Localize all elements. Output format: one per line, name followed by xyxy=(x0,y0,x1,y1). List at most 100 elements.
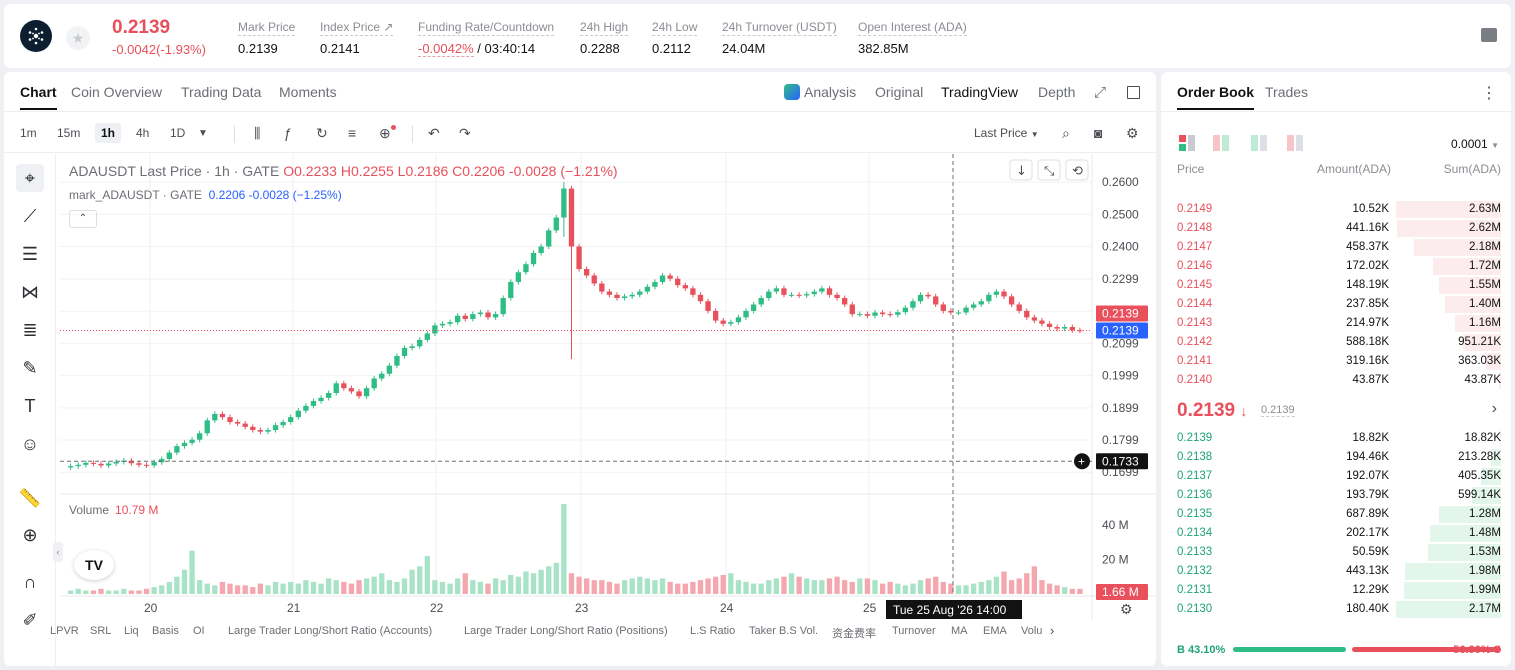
text-tool-icon[interactable]: T xyxy=(24,395,36,416)
zoom-in-icon[interactable]: ⊕ xyxy=(22,524,38,545)
tab-trading-data[interactable]: Trading Data xyxy=(181,84,262,100)
precision-select[interactable]: 0.0001 ▼ xyxy=(1451,137,1499,151)
ask-row[interactable]: 0.2142 588.18K 951.21K xyxy=(1161,333,1511,352)
side-toggle-icon[interactable]: ‹ xyxy=(53,542,63,562)
templates-icon[interactable]: ≡ xyxy=(348,125,357,141)
chart-settings-icon[interactable]: ⚙ xyxy=(1120,601,1133,617)
ruler-icon[interactable]: 📏 xyxy=(18,487,42,508)
indicator-11[interactable]: MA xyxy=(951,625,968,637)
indicator-2[interactable]: Liq xyxy=(124,625,139,637)
pencil-lock-icon[interactable]: ✐ xyxy=(22,609,38,630)
bid-row[interactable]: 0.2135 687.89K 1.28M xyxy=(1161,505,1511,524)
window-icon[interactable] xyxy=(1127,86,1140,99)
ask-row[interactable]: 0.2147 458.37K 2.18M xyxy=(1161,238,1511,257)
camera-icon[interactable]: ◙ xyxy=(1094,125,1103,141)
volume-bar xyxy=(447,583,453,594)
ask-row[interactable]: 0.2148 441.16K 2.62M xyxy=(1161,219,1511,238)
timeframe-4h[interactable]: 4h xyxy=(136,126,150,140)
bid-row[interactable]: 0.2134 202.17K 1.48M xyxy=(1161,524,1511,543)
tab-original[interactable]: Original xyxy=(875,84,924,100)
trendline-icon[interactable]: ⟋ xyxy=(23,205,37,226)
indicator-12[interactable]: EMA xyxy=(983,625,1007,637)
indicator-13[interactable]: Volu xyxy=(1021,625,1043,637)
indicator-10[interactable]: Turnover xyxy=(892,625,936,637)
tab-depth[interactable]: Depth xyxy=(1038,84,1076,100)
indicator-6[interactable]: Large Trader Long/Short Ratio (Positions… xyxy=(464,625,668,637)
tab-moments[interactable]: Moments xyxy=(279,84,337,100)
timeframe-1m[interactable]: 1m xyxy=(20,126,37,140)
indicator-scroll-right-icon[interactable]: › xyxy=(1050,623,1055,638)
collapse-legend-button[interactable]: ⌃ xyxy=(69,210,97,228)
indicator-7[interactable]: L.S Ratio xyxy=(690,625,736,637)
tab-chart[interactable]: Chart xyxy=(20,84,57,110)
bid-row[interactable]: 0.2131 12.29K 1.99M xyxy=(1161,581,1511,600)
price-chart[interactable]: 0.26000.25000.24000.22990.21990.20990.19… xyxy=(53,154,1156,666)
bid-row[interactable]: 0.2130 180.40K 2.17M xyxy=(1161,600,1511,619)
tab-coin-overview[interactable]: Coin Overview xyxy=(71,84,163,100)
stat-index-price[interactable]: Index Price ↗ 0.2141 xyxy=(320,20,394,56)
ask-row[interactable]: 0.2144 237.85K 1.40M xyxy=(1161,295,1511,314)
indicator-0[interactable]: LPVR xyxy=(50,625,79,637)
view-both-alt-icon[interactable] xyxy=(1213,135,1229,151)
view-both-icon[interactable] xyxy=(1179,135,1195,151)
ask-row[interactable]: 0.2140 43.87K 43.87K xyxy=(1161,371,1511,390)
ask-row[interactable]: 0.2146 172.02K 1.72M xyxy=(1161,257,1511,276)
timeframe-15m[interactable]: 15m xyxy=(57,126,81,140)
ask-row[interactable]: 0.2143 214.97K 1.16M xyxy=(1161,314,1511,333)
tab-analysis[interactable]: Analysis xyxy=(784,84,856,100)
view-asks-icon[interactable] xyxy=(1287,135,1303,151)
indicator-5[interactable]: Large Trader Long/Short Ratio (Accounts) xyxy=(228,625,433,637)
indicator-9[interactable]: 资金费率 xyxy=(832,628,876,640)
bid-row[interactable]: 0.2138 194.46K 213.28K xyxy=(1161,448,1511,467)
undo-icon[interactable]: ↶ xyxy=(428,125,440,141)
candle-body xyxy=(401,347,408,356)
header-price: Price xyxy=(1177,162,1205,176)
replay-icon[interactable]: ↻ xyxy=(316,125,328,141)
pattern-icon[interactable]: ⋈ xyxy=(21,281,39,302)
bid-row[interactable]: 0.2137 192.07K 405.35K xyxy=(1161,467,1511,486)
add-indicator-icon[interactable]: ⊕ xyxy=(379,125,396,142)
expand-icon[interactable]: ⤢ xyxy=(1094,84,1107,101)
candles-icon[interactable]: ⫼ xyxy=(254,125,261,141)
timeframe-1d[interactable]: 1D xyxy=(170,126,186,140)
timeframe-1h[interactable]: 1h xyxy=(95,123,122,143)
price-type-select[interactable]: Last Price ▼ xyxy=(974,126,1039,140)
fibonacci-icon[interactable]: ≣ xyxy=(22,319,38,340)
favorite-star-icon[interactable]: ★ xyxy=(66,26,90,50)
ask-row[interactable]: 0.2141 319.16K 363.03K xyxy=(1161,352,1511,371)
timeframe-dropdown-icon[interactable]: ▼ xyxy=(198,128,208,139)
candle-body xyxy=(204,420,210,434)
search-icon[interactable]: ⌕ xyxy=(1062,125,1070,141)
indicator-1[interactable]: SRL xyxy=(90,625,112,637)
ask-row[interactable]: 0.2149 10.52K 2.63M xyxy=(1161,200,1511,219)
buy-ratio: B 43.10% xyxy=(1177,644,1226,656)
emoji-icon[interactable]: ☺ xyxy=(20,433,40,454)
indicators-icon[interactable]: ƒ xyxy=(284,125,292,141)
indicator-8[interactable]: Taker B.S Vol. xyxy=(749,625,819,637)
settings-gear-icon[interactable]: ⚙ xyxy=(1126,125,1139,141)
crosshair-icon[interactable]: ⌖ xyxy=(16,164,44,192)
brush-icon[interactable]: ✎ xyxy=(22,357,38,378)
depth-bar xyxy=(1397,220,1501,237)
volume-bar xyxy=(667,581,673,594)
candle-body xyxy=(250,426,256,431)
tab-trades[interactable]: Trades xyxy=(1265,84,1309,100)
indicator-3[interactable]: Basis xyxy=(152,625,179,637)
volume-bar xyxy=(295,583,301,594)
horizontal-lines-icon[interactable]: ☰ xyxy=(21,243,39,264)
book-icon[interactable] xyxy=(1481,28,1497,42)
bid-row[interactable]: 0.2133 50.59K 1.53M xyxy=(1161,543,1511,562)
magnet-icon[interactable]: ∩ xyxy=(23,571,37,592)
ask-row[interactable]: 0.2145 148.19K 1.55M xyxy=(1161,276,1511,295)
more-options-icon[interactable]: ⋮ xyxy=(1481,85,1497,102)
bid-row[interactable]: 0.2139 18.82K 18.82K xyxy=(1161,429,1511,448)
chevron-right-icon[interactable]: › xyxy=(1491,400,1497,417)
redo-icon[interactable]: ↷ xyxy=(459,125,471,141)
tab-tradingview[interactable]: TradingView xyxy=(941,84,1019,100)
tab-order-book[interactable]: Order Book xyxy=(1177,84,1255,110)
candlestick-chart-svg[interactable]: 0.26000.25000.24000.22990.21990.20990.19… xyxy=(60,154,1156,620)
bid-row[interactable]: 0.2136 193.79K 599.14K xyxy=(1161,486,1511,505)
view-bids-icon[interactable] xyxy=(1251,135,1267,151)
indicator-4[interactable]: OI xyxy=(193,625,205,637)
bid-row[interactable]: 0.2132 443.13K 1.98M xyxy=(1161,562,1511,581)
